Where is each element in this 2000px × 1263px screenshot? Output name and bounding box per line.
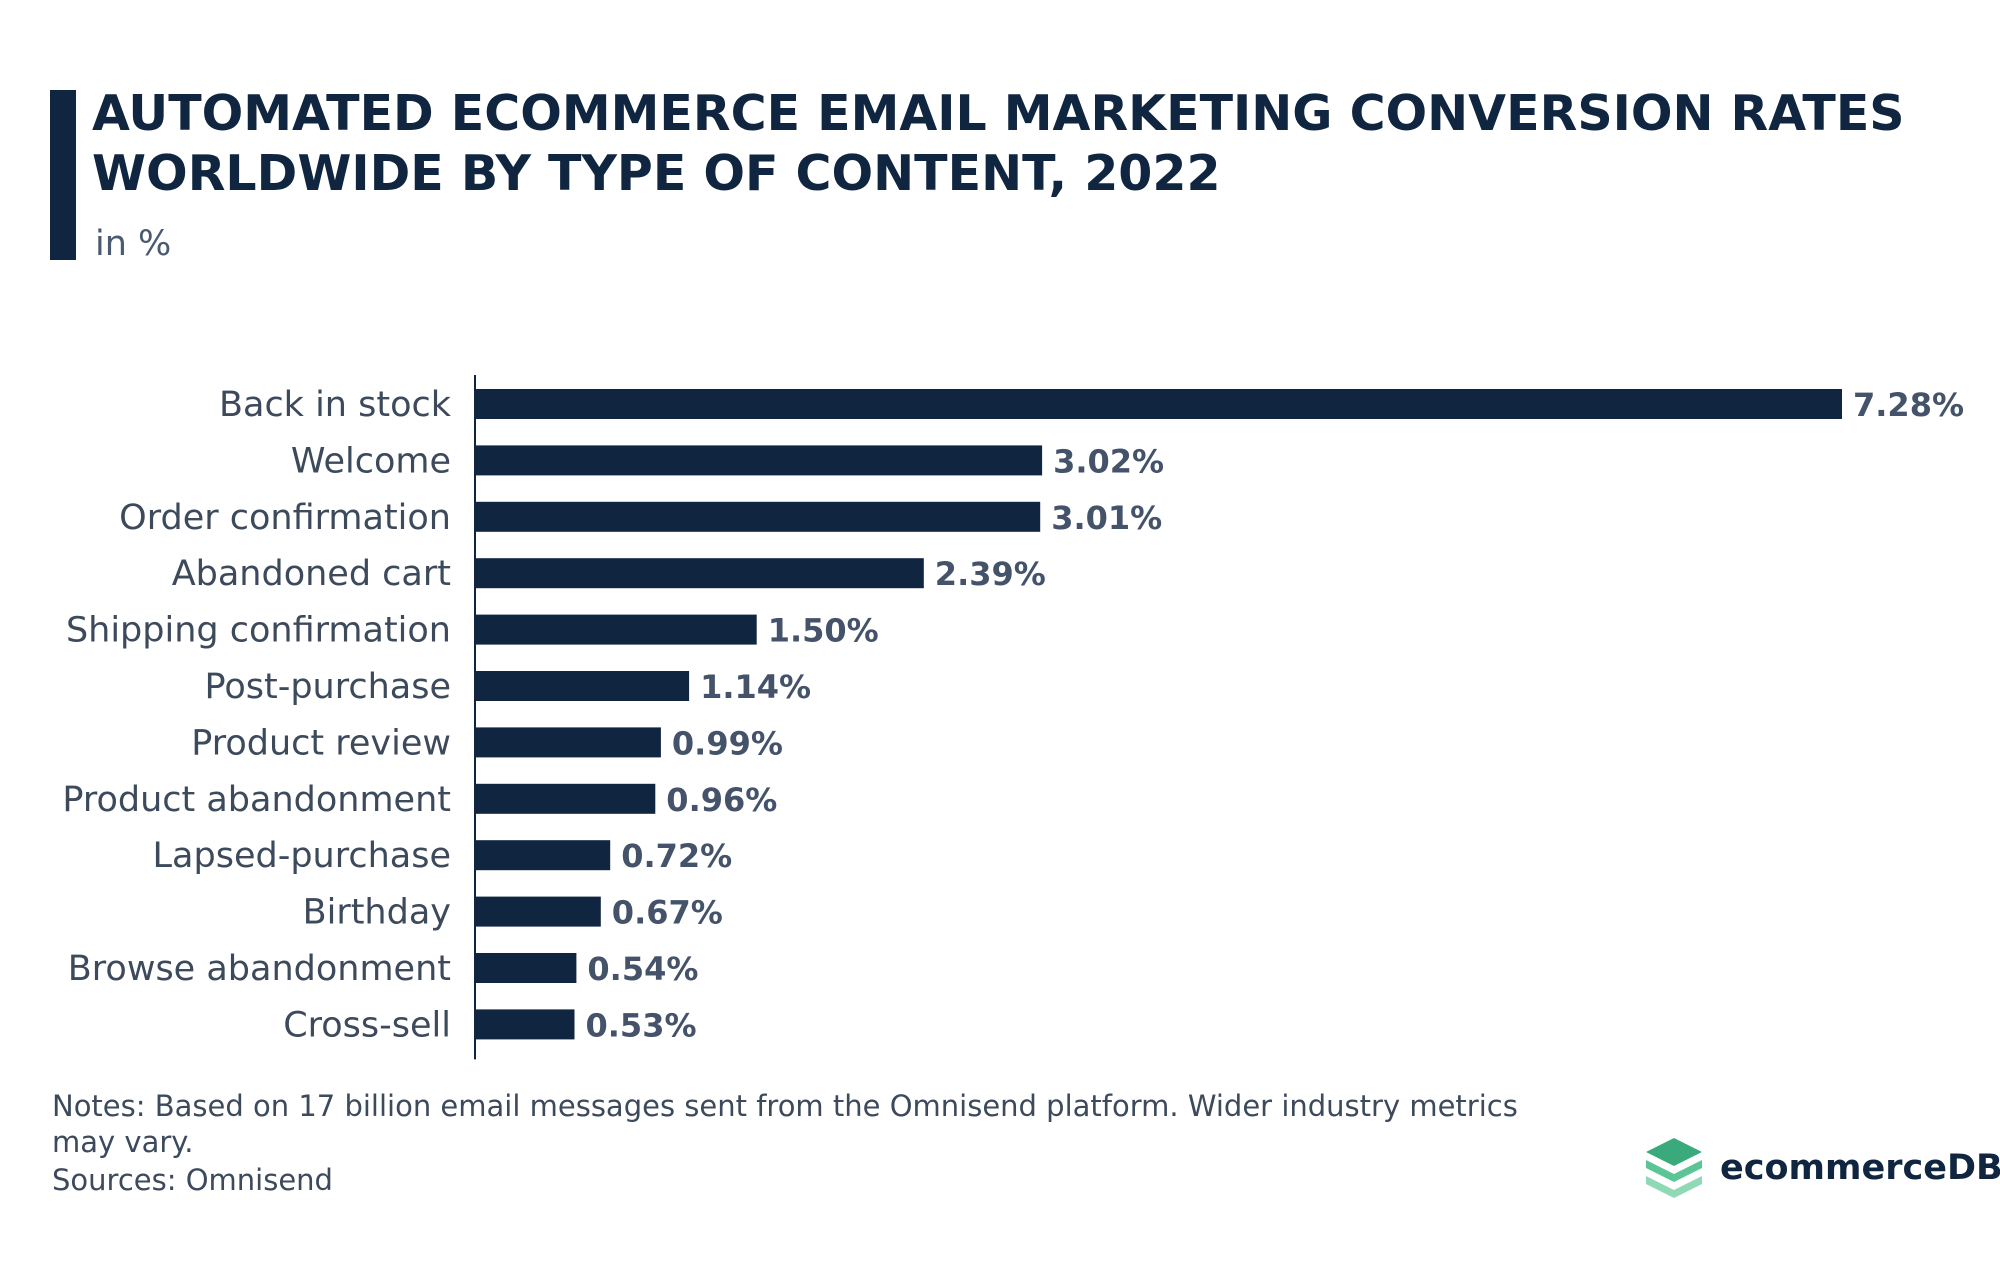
bar-1 — [475, 445, 1043, 476]
value-label: 1.50% — [768, 612, 879, 650]
category-label: Lapsed-purchase — [153, 836, 451, 876]
value-label: 3.02% — [1053, 442, 1164, 480]
category-label: Product abandonment — [62, 780, 451, 820]
value-label: 3.01% — [1051, 499, 1162, 537]
bars-group — [475, 389, 1842, 1040]
value-label: 0.96% — [666, 781, 777, 819]
brand-logo-link[interactable]: ecommerceDB — [1644, 1132, 2000, 1204]
category-label: Back in stock — [219, 385, 452, 425]
chart-notes: Notes: Based on 17 billion email message… — [52, 1089, 1518, 1159]
bar-8 — [475, 840, 611, 871]
bar-7 — [475, 783, 656, 814]
value-label: 0.53% — [586, 1006, 697, 1044]
value-label: 2.39% — [935, 555, 1046, 593]
bar-2 — [475, 501, 1041, 532]
value-label: 0.72% — [621, 837, 732, 875]
value-labels-group: 7.28% 3.02% 3.01%2.39% 1.50% 1.14% 0.99% 0.96%… — [586, 386, 1965, 1044]
bar-6 — [475, 727, 661, 758]
stacked-layers-icon — [1646, 1138, 1702, 1198]
category-label: Shipping confirmation — [66, 611, 451, 651]
bar-9 — [475, 896, 601, 927]
chart-subtitle: in % — [95, 224, 172, 264]
value-label: 7.28% — [1853, 386, 1964, 424]
category-label: Welcome — [291, 441, 451, 481]
bar-5 — [475, 671, 690, 701]
category-label: Birthday — [303, 893, 451, 933]
category-label: Cross-sell — [283, 1005, 451, 1045]
category-label: Product review — [191, 723, 451, 763]
bar-10 — [475, 953, 577, 983]
chart-sources: Sources: Omnisend — [52, 1163, 333, 1197]
value-label: 0.54% — [587, 950, 698, 988]
category-label: Abandoned cart — [172, 554, 451, 594]
category-labels-group: Back in stock Welcome Order confirmation Ab… — [62, 385, 451, 1045]
category-label: Browse abandonment — [68, 949, 451, 989]
value-label: 1.14% — [700, 668, 811, 706]
bar-11 — [475, 1009, 575, 1040]
category-label: Order confirmation — [119, 498, 451, 538]
bar-3 — [475, 558, 924, 589]
value-label: 0.99% — [672, 724, 783, 762]
value-label: 0.67% — [612, 894, 723, 932]
bar-4 — [475, 614, 757, 645]
brand-name: ecommerceDB — [1720, 1148, 2000, 1188]
chart-title: AUTOMATED ECOMMERCE EMAIL MARKETING CONV… — [92, 85, 1905, 202]
category-label: Post-purchase — [204, 667, 451, 707]
title-accent-bar — [50, 90, 76, 260]
bar-0 — [475, 389, 1842, 419]
